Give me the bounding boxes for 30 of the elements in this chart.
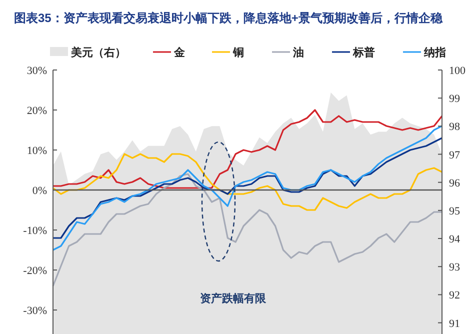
line-series	[52, 137, 443, 239]
y2-tick-label: 94	[449, 234, 460, 246]
y-tick-label: 30%	[26, 65, 47, 77]
annotation: 资产跌幅有限	[200, 292, 267, 305]
y2-tick-label: 96	[449, 177, 460, 190]
y-tick-label: 0%	[32, 185, 47, 197]
y-tick-label: -30%	[23, 305, 47, 317]
y-tick-label: -10%	[23, 225, 47, 237]
y-tick-label: -20%	[23, 265, 47, 277]
line-series	[52, 173, 443, 287]
y2-tick-label: 92	[449, 290, 460, 302]
legend-label: 标普	[352, 46, 375, 59]
y2-tick-label: 91	[449, 318, 460, 330]
legend-label: 铜	[232, 47, 244, 59]
y-tick-label: 10%	[26, 145, 47, 157]
line-series	[52, 125, 443, 251]
y2-tick-label: 99	[449, 93, 460, 106]
y2-tick-label: 97	[449, 149, 460, 162]
chart-title: 图表35：资产表现看交易衰退时小幅下跌，降息落地+景气预期改善后，行情企稳	[14, 11, 444, 25]
y2-tick-label: 93	[449, 262, 460, 274]
legend-label: 美元（右）	[70, 46, 126, 59]
legend-label: 纳指	[423, 46, 446, 59]
y2-tick-label: 95	[449, 205, 460, 218]
y-tick-label: 20%	[26, 105, 47, 117]
line-series	[52, 153, 443, 211]
legend-label: 油	[292, 46, 304, 59]
legend-label: 金	[173, 46, 186, 59]
y2-tick-label: 98	[449, 121, 460, 134]
line-series	[52, 109, 443, 189]
y2-tick-label: 100	[449, 65, 466, 77]
